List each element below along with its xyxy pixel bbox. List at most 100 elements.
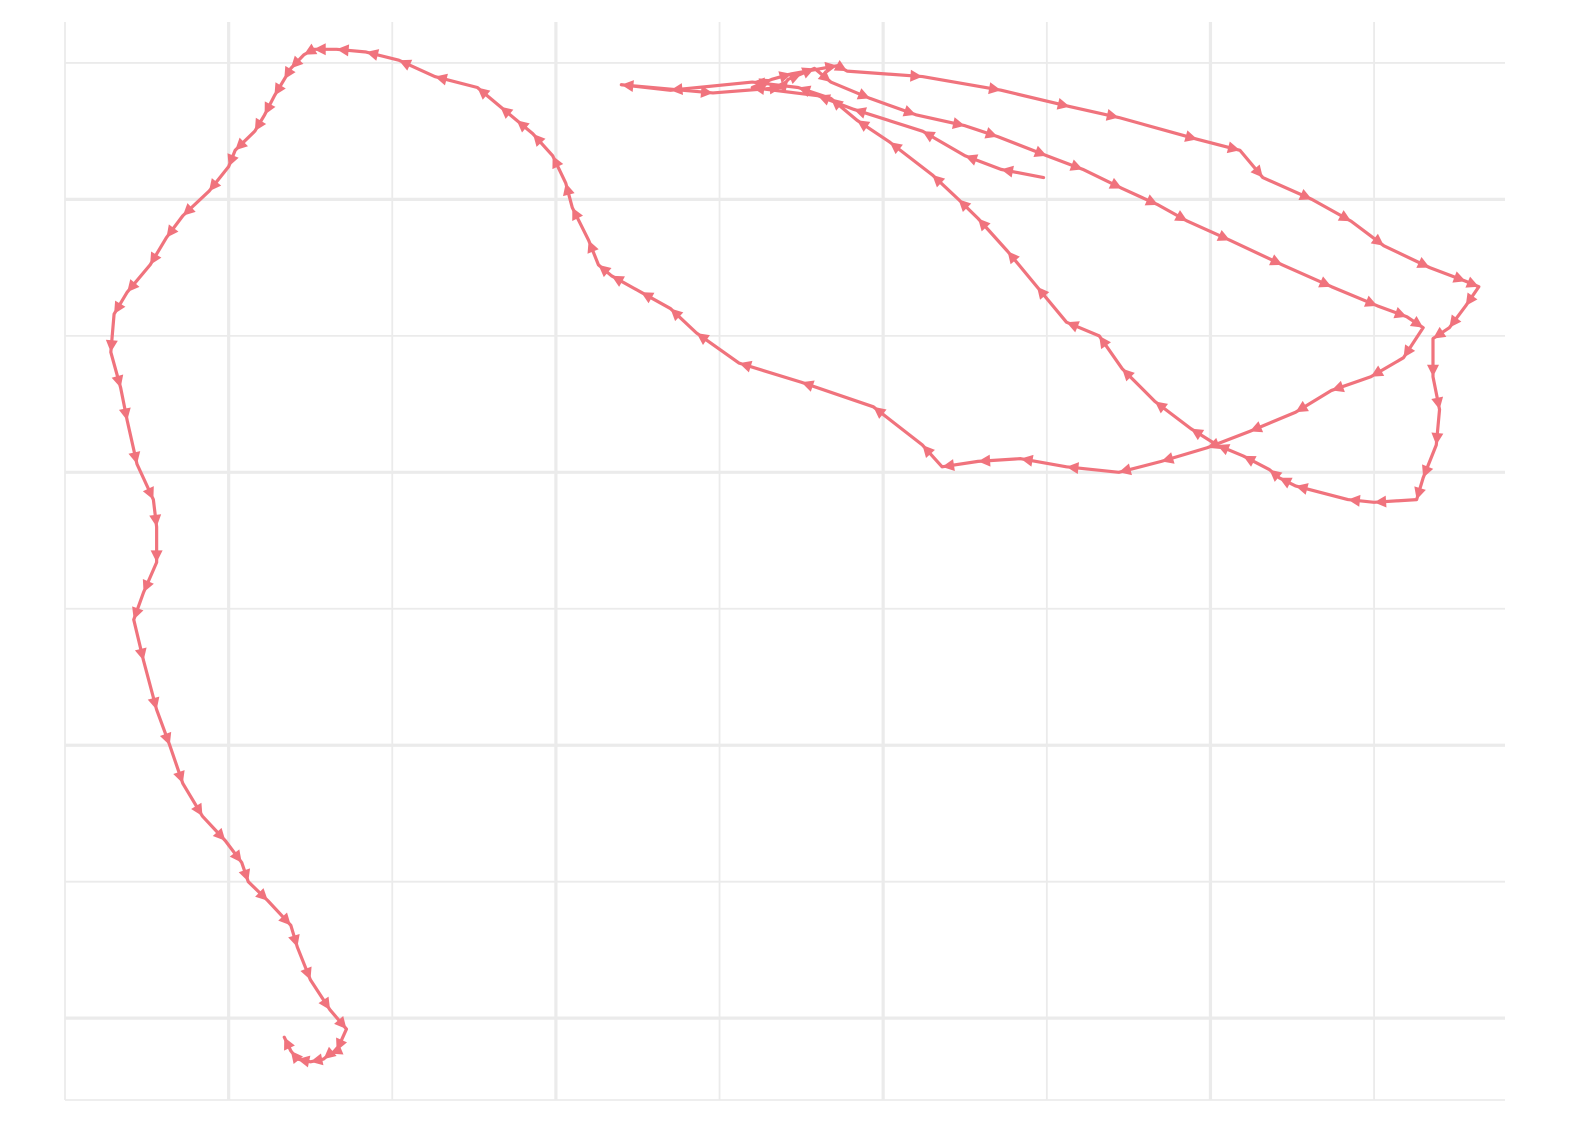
data-point-arrow (1217, 444, 1231, 456)
data-point-arrow (334, 1016, 347, 1030)
data-point-arrow (670, 83, 683, 96)
data-point-arrow (739, 360, 753, 373)
series-1 (105, 43, 1481, 1068)
data-point-arrow (1190, 428, 1205, 441)
data-point-arrow (1226, 141, 1240, 154)
data-point-arrow (1144, 194, 1159, 206)
data-point-arrow (290, 55, 304, 69)
data-point-arrow (323, 1046, 337, 1060)
data-point-arrow (1331, 380, 1345, 393)
data-point-arrow (1363, 295, 1378, 307)
data-point-arrow (572, 207, 584, 221)
data-point-arrow (611, 275, 625, 287)
data-point-arrow (398, 59, 413, 71)
data-point-arrow (1184, 130, 1198, 142)
data-point-arrow (318, 996, 331, 1010)
data-point-arrow (965, 154, 979, 166)
data-point-arrow (1269, 469, 1283, 482)
data-point-arrow (1295, 483, 1309, 495)
data-point-arrow (978, 454, 991, 467)
data-point-arrow (1069, 159, 1083, 171)
data-point-arrow (238, 868, 251, 882)
data-point-arrow (801, 380, 815, 392)
data-point-arrow (1427, 364, 1439, 377)
data-point-arrow (336, 44, 350, 57)
data-point-arrow (114, 300, 126, 315)
data-point-arrow (798, 85, 812, 97)
data-point-arrow (533, 133, 546, 147)
data-point-arrow (1337, 210, 1352, 222)
data-point-arrow (776, 79, 789, 93)
data-point-arrow (134, 647, 147, 661)
data-point-arrow (1403, 344, 1416, 358)
data-point-arrow (1465, 276, 1479, 288)
data-point-arrow (182, 203, 196, 216)
data-point-arrow (1033, 145, 1047, 157)
data-point-arrow (984, 127, 998, 139)
data-point-arrow (621, 80, 634, 93)
data-point-arrow (310, 1053, 324, 1066)
data-point-arrow (988, 82, 1001, 95)
data-point-arrow (1416, 257, 1430, 268)
data-point-arrow (563, 183, 575, 197)
data-point-arrow (978, 218, 991, 232)
data-point-arrow (150, 550, 163, 563)
data-point-arrow (853, 107, 867, 119)
data-point-arrow (1207, 437, 1221, 450)
data-point-arrow (1433, 326, 1447, 339)
data-point-arrow (1105, 109, 1119, 121)
data-point-arrow (1007, 251, 1020, 265)
data-point-arrow (817, 69, 831, 83)
data-point-arrow (166, 224, 179, 238)
data-point-arrow (330, 1043, 344, 1055)
data-point-arrow (641, 292, 655, 304)
data-point-arrow (1431, 432, 1444, 446)
data-point-arrow (1066, 321, 1080, 333)
data-point-arrow (833, 60, 848, 72)
data-point-arrow (132, 606, 144, 620)
data-point-arrow (942, 459, 955, 471)
data-point-arrow (1118, 463, 1132, 476)
data-point-arrow (1347, 494, 1361, 507)
data-point-arrow (1295, 400, 1309, 413)
data-point-arrow (1279, 477, 1293, 489)
data-point-arrow (1370, 233, 1384, 246)
data-point-arrow (274, 82, 286, 96)
data-point-arrow (1374, 495, 1387, 508)
data-point-arrow (500, 106, 514, 119)
data-point-arrow (1001, 165, 1014, 178)
data-point-arrow (1452, 271, 1466, 283)
data-point-arrow (922, 131, 936, 143)
data-point-arrow (752, 77, 765, 90)
data-point-arrow (1465, 292, 1478, 306)
data-point-arrow (1243, 455, 1257, 467)
data-point-arrow (159, 731, 172, 746)
data-point-arrow (922, 445, 935, 458)
data-point-arrow (191, 802, 203, 817)
data-point-arrow (212, 827, 226, 841)
data-point-arrow (1318, 276, 1332, 288)
data-point-arrow (857, 120, 871, 132)
data-point-arrow (150, 251, 162, 265)
data-point-arrow (284, 65, 296, 80)
data-point-arrow (910, 69, 923, 82)
data-point-arrow (1020, 454, 1034, 467)
data-point-arrow (128, 451, 141, 465)
data-point-arrow (127, 279, 140, 293)
data-point-arrow (1449, 314, 1462, 328)
data-point-arrow (873, 406, 887, 419)
data-point-arrow (288, 933, 300, 948)
data-point-arrow (951, 117, 965, 129)
data-point-arrow (700, 85, 713, 98)
data-point-arrow (1216, 229, 1231, 241)
data-point-arrow (856, 88, 871, 100)
data-point-arrow (229, 849, 242, 863)
data-point-arrow (227, 153, 239, 167)
data-point-arrow (264, 101, 276, 115)
data-point-arrow (278, 912, 291, 926)
data-point-arrow (670, 308, 684, 322)
data-point-arrow (889, 142, 903, 155)
data-point-arrow (173, 770, 185, 784)
